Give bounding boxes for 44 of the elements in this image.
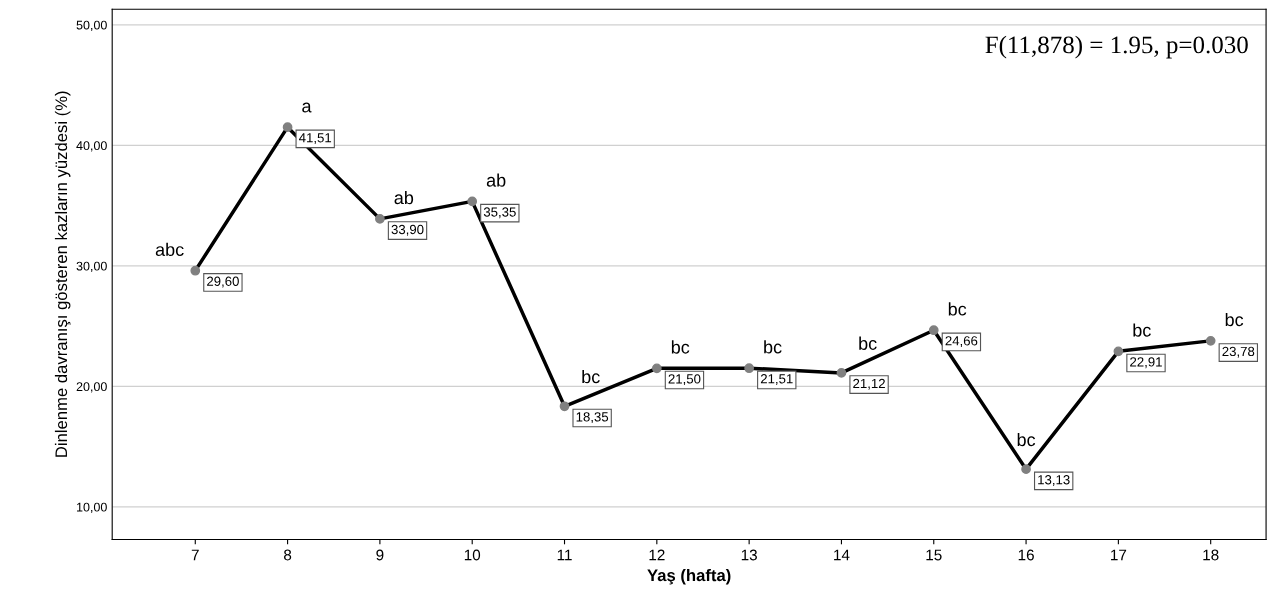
x-tick-label: 10 <box>464 549 481 561</box>
annotation: abc <box>155 242 184 257</box>
x-tick-label: 12 <box>649 549 665 561</box>
data-label: 21,12 <box>853 378 885 390</box>
annotation: ab <box>394 190 414 205</box>
x-tick-label: 14 <box>834 549 850 561</box>
data-label: 21,51 <box>760 374 793 385</box>
data-label: 13,13 <box>1038 475 1070 486</box>
x-tick-label: 9 <box>376 549 384 561</box>
annotation: bc <box>948 302 967 316</box>
data-label: 18,35 <box>576 412 609 424</box>
annotation: bc <box>671 340 690 354</box>
data-label: 33,90 <box>391 224 424 236</box>
y-tick-label: 50,00 <box>76 20 107 31</box>
annotation: a <box>302 102 312 113</box>
annotation: bc <box>859 336 877 350</box>
x-tick-label: 7 <box>191 549 199 561</box>
annotation: bc <box>1017 432 1036 447</box>
y-tick-label: 20,00 <box>76 382 107 393</box>
annotation: bc <box>582 370 600 384</box>
y-axis-title: Dinlenme davranışı gösteren kazların yüzdesi (%) <box>54 91 71 457</box>
x-tick-label: 16 <box>1018 549 1034 561</box>
x-tick-label: 8 <box>284 549 292 561</box>
x-axis-title: Yaş (hafta) <box>647 568 731 585</box>
x-tick-label: 11 <box>557 549 572 561</box>
data-label: 21,50 <box>668 374 701 386</box>
x-tick-label: 13 <box>741 549 757 561</box>
annotation: bc <box>1225 312 1244 327</box>
x-tick-label: 18 <box>1203 549 1219 561</box>
x-tick-label: 17 <box>1111 549 1127 561</box>
y-tick-label: 40,00 <box>76 141 107 152</box>
data-label: 29,60 <box>207 276 239 288</box>
y-tick-label: 30,00 <box>76 261 107 273</box>
annotation: bc <box>764 340 782 354</box>
data-label: 22,91 <box>1130 357 1162 369</box>
annotation: bc <box>1133 323 1151 337</box>
data-label: 23,78 <box>1222 346 1255 358</box>
data-label: 35,35 <box>483 207 516 219</box>
y-tick-label: 10,00 <box>77 502 107 514</box>
data-label: 24,66 <box>945 336 978 348</box>
annotation: F(11,878) = 1.95, p=0.030 <box>985 35 1248 59</box>
annotation: ab <box>486 173 506 187</box>
data-label: 41,51 <box>299 133 332 144</box>
x-tick-label: 15 <box>926 549 942 561</box>
